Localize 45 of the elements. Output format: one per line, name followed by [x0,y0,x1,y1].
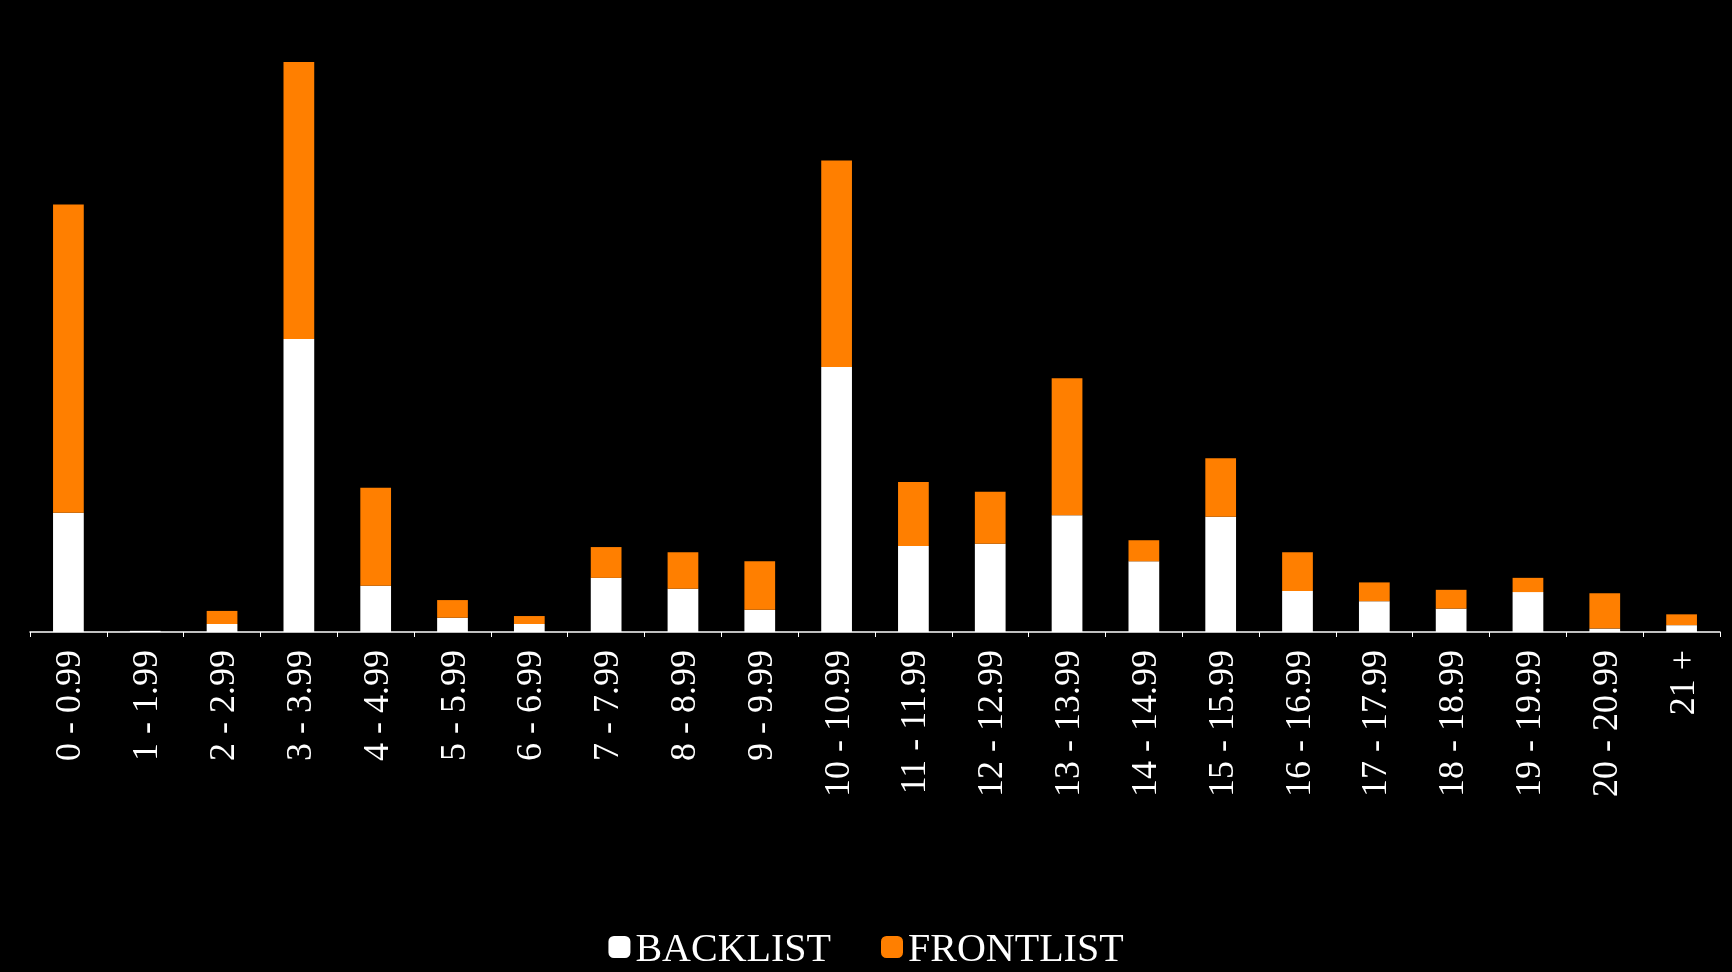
x-tick-label: 13 - 13.99 [1047,650,1088,797]
bar [1282,552,1313,591]
x-tick-label: 8 - 8.99 [662,650,703,761]
x-tick-label: 17 - 17.99 [1354,650,1395,797]
x-tick-label: 21 + [1661,650,1702,716]
bar [1435,589,1467,609]
x-tick-label: 9 - 9.99 [739,650,780,761]
bar [513,616,545,625]
x-tick-label: 2 - 2.99 [202,650,243,761]
x-tick-label: 20 - 20.99 [1584,650,1625,797]
x-tick-label: 16 - 16.99 [1277,650,1318,797]
bar [1205,458,1237,517]
bar [437,600,468,618]
bar [590,547,622,578]
x-tick-label: 11 - 11.99 [893,650,934,795]
bar [667,552,699,589]
x-tick-label: 19 - 19.99 [1507,650,1548,797]
x-tick-label: 12 - 12.99 [970,650,1011,797]
bar [974,491,1006,544]
bar [53,204,84,513]
bar [898,482,929,546]
x-tick-label: 10 - 10.99 [816,650,857,797]
x-tick-label: 3 - 3.99 [278,650,319,761]
x-tick-label: 7 - 7.99 [586,650,627,761]
x-tick-label: 18 - 18.99 [1431,650,1472,797]
bar [1666,614,1697,626]
bar [1051,378,1083,516]
bar [283,62,315,340]
bar [206,610,238,625]
x-tick-label: 6 - 6.99 [509,650,550,761]
legend-label: BACKLIST [635,924,832,970]
bar [1358,582,1390,602]
bar [821,160,852,367]
x-tick-label: 4 - 4.99 [355,650,396,761]
bar [1128,540,1160,562]
x-tick-label: 15 - 15.99 [1200,650,1241,797]
bar [1512,577,1544,593]
bar [744,561,776,610]
legend-label: FRONTLIST [908,924,1124,970]
x-tick-label: 0 - 0.99 [48,650,89,761]
bar [1589,593,1621,629]
x-tick-label: 5 - 5.99 [432,650,473,761]
bar [360,487,392,586]
x-tick-label: 1 - 1.99 [125,650,166,761]
x-tick-label: 14 - 14.99 [1123,650,1164,797]
